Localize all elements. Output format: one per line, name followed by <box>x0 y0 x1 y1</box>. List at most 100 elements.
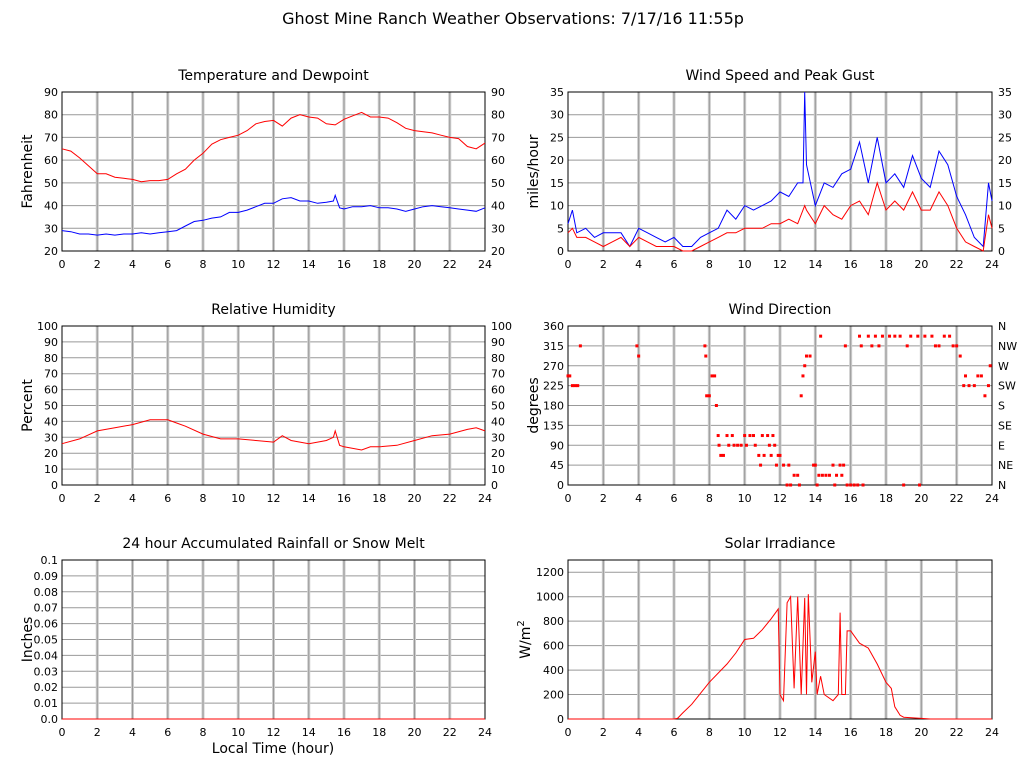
y-tick-label: 180 <box>543 400 564 413</box>
plot-frame <box>61 91 486 252</box>
y-tick-label: 0 <box>557 713 564 726</box>
data-point <box>964 374 967 378</box>
y-tick-label: 70 <box>44 368 58 381</box>
x-tick-label: 0 <box>565 258 572 271</box>
series-line-solar-irradiance <box>568 594 992 720</box>
right-tick-label: 20 <box>491 447 505 460</box>
x-tick-label: 2 <box>94 726 101 739</box>
right-tick-label: 35 <box>998 86 1012 99</box>
x-tick-label: 10 <box>738 258 752 271</box>
data-point <box>789 483 793 487</box>
data-point <box>796 473 800 477</box>
y-tick-label: 800 <box>543 615 564 628</box>
chart-title: Wind Direction <box>729 302 832 318</box>
x-tick-label: 8 <box>706 492 713 505</box>
right-tick-label: 50 <box>491 177 505 190</box>
data-point <box>815 483 819 487</box>
y-tick-label: 315 <box>543 340 564 353</box>
y-axis-label: miles/hour <box>526 134 542 208</box>
y-tick-label: 0.04 <box>34 649 59 662</box>
y-tick-label: 225 <box>543 380 564 393</box>
x-tick-label: 4 <box>129 258 136 271</box>
right-tick-label: 100 <box>491 320 512 333</box>
x-tick-label: 24 <box>478 492 492 505</box>
x-tick-label: 18 <box>372 726 386 739</box>
data-point <box>923 334 927 338</box>
x-tick-label: 2 <box>94 492 101 505</box>
data-point <box>918 483 922 487</box>
data-point <box>930 334 934 338</box>
series-line-temperature <box>61 111 486 183</box>
y-tick-label: 135 <box>543 419 564 432</box>
right-tick-label: NE <box>998 459 1013 472</box>
data-point <box>760 434 764 438</box>
right-tick-label: 30 <box>998 109 1012 122</box>
data-point <box>983 394 987 398</box>
data-point <box>635 344 639 348</box>
data-point <box>759 463 763 467</box>
right-tick-label: SE <box>998 419 1012 432</box>
y-tick-label: 30 <box>550 109 564 122</box>
y-tick-label: 70 <box>44 131 58 144</box>
data-point <box>817 473 821 477</box>
data-point <box>576 384 580 388</box>
series-line-dewpoint <box>61 193 486 236</box>
data-point <box>797 483 801 487</box>
data-point <box>744 443 748 447</box>
y-tick-label: 90 <box>44 86 58 99</box>
x-tick-label: 2 <box>600 726 607 739</box>
x-tick-label: 20 <box>914 492 928 505</box>
data-point <box>840 473 844 477</box>
x-tick-label: 6 <box>164 258 171 271</box>
data-point <box>776 453 780 457</box>
data-point <box>568 374 572 378</box>
x-tick-label: 10 <box>231 726 245 739</box>
right-tick-label: 0 <box>491 479 498 492</box>
data-point <box>771 434 775 438</box>
data-point <box>888 334 892 338</box>
x-tick-label: 18 <box>879 258 893 271</box>
data-point <box>725 434 729 438</box>
data-point <box>870 344 874 348</box>
data-point <box>976 374 980 378</box>
data-point <box>858 334 861 338</box>
y-tick-label: 40 <box>44 415 58 428</box>
x-tick-label: 16 <box>844 726 858 739</box>
data-point <box>578 344 582 348</box>
data-point <box>721 453 725 457</box>
y-tick-label: 0.09 <box>34 570 59 583</box>
right-tick-label: 60 <box>491 384 505 397</box>
y-tick-label: 90 <box>44 336 58 349</box>
right-tick-label: NW <box>998 340 1017 353</box>
data-point <box>732 443 736 447</box>
data-point <box>955 344 959 348</box>
x-axis-label: Local Time (hour) <box>212 741 334 757</box>
x-tick-label: 24 <box>478 726 492 739</box>
x-tick-label: 20 <box>408 726 422 739</box>
data-point <box>799 394 803 398</box>
data-point <box>893 334 897 338</box>
x-tick-label: 8 <box>200 492 207 505</box>
x-tick-label: 20 <box>408 492 422 505</box>
x-tick-label: 10 <box>738 492 752 505</box>
x-tick-label: 0 <box>59 258 66 271</box>
data-point <box>766 434 770 438</box>
x-tick-label: 14 <box>302 492 316 505</box>
right-tick-label: 25 <box>998 131 1012 144</box>
data-point <box>843 344 847 348</box>
x-tick-label: 14 <box>808 258 822 271</box>
x-tick-label: 24 <box>985 492 999 505</box>
data-point <box>873 334 877 338</box>
data-point <box>637 354 641 358</box>
data-point <box>819 334 823 338</box>
x-tick-label: 0 <box>565 492 572 505</box>
data-point <box>566 374 570 378</box>
x-tick-label: 4 <box>635 492 642 505</box>
series-line-peak-gust <box>567 91 993 248</box>
y-tick-label: 20 <box>550 154 564 167</box>
x-tick-label: 12 <box>267 258 281 271</box>
right-tick-label: W <box>998 360 1009 373</box>
y-axis-label: Fahrenheit <box>20 134 36 209</box>
right-tick-label: 20 <box>491 245 505 258</box>
